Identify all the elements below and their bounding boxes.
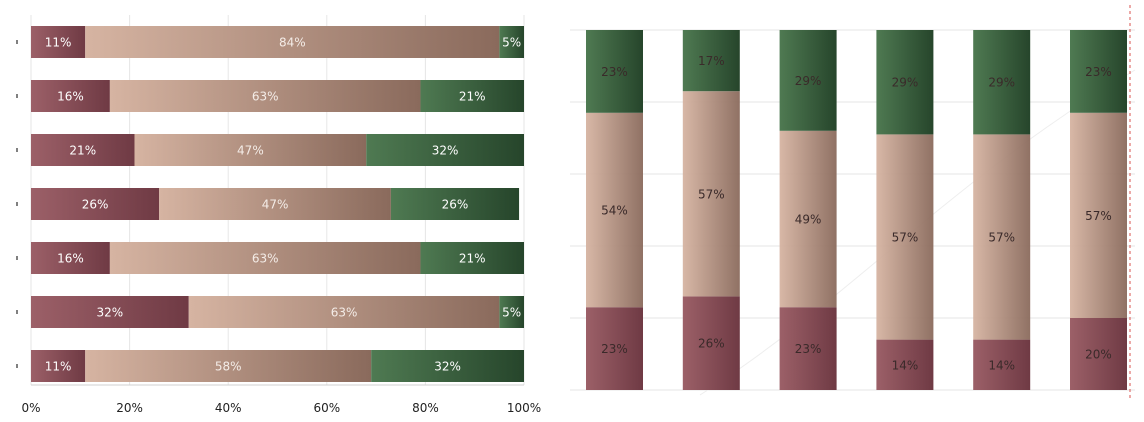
- bar-segment: [499, 296, 524, 328]
- data-label: 11%: [45, 360, 72, 374]
- data-label: 5%: [502, 306, 521, 320]
- x-tick-label: 80%: [412, 401, 439, 415]
- x-tick-label: 100%: [507, 401, 541, 415]
- bar-segment: [31, 296, 189, 328]
- data-label: 21%: [459, 90, 486, 104]
- bar-segment: [371, 350, 524, 382]
- data-label: 49%: [795, 213, 822, 227]
- bar-segment: [31, 80, 110, 112]
- data-label: 29%: [795, 74, 822, 88]
- data-label: 58%: [215, 360, 242, 374]
- data-label: 54%: [601, 204, 628, 218]
- data-label: 57%: [988, 231, 1015, 245]
- bar-segment: [779, 30, 837, 131]
- data-label: 5%: [502, 36, 521, 50]
- data-label: 23%: [601, 342, 628, 356]
- bar-segment: [973, 30, 1031, 135]
- bar-segment: [779, 130, 837, 308]
- bar-segment: [31, 242, 110, 274]
- horizontal-stacked-bar-chart: 0% 20% 40% 60% 80% 100% 11% 84% 5% 16% 63% 21% 21% 47…: [16, 15, 541, 415]
- data-label: 29%: [988, 76, 1015, 90]
- bar-segment: [682, 30, 740, 92]
- bar-segment: [682, 296, 740, 390]
- bar-segment: [1070, 112, 1127, 318]
- data-label: 20%: [1085, 348, 1112, 362]
- data-label: 32%: [432, 144, 459, 158]
- bar-segment: [420, 242, 524, 274]
- data-label: 26%: [82, 198, 109, 212]
- bar-segment: [586, 307, 643, 390]
- data-label: 63%: [252, 252, 279, 266]
- bar-segment: [109, 242, 421, 274]
- x-tick-label: 60%: [313, 401, 340, 415]
- data-label: 47%: [237, 144, 264, 158]
- data-label: 16%: [57, 90, 84, 104]
- bar-segment: [779, 307, 837, 390]
- bar-segment: [109, 80, 421, 112]
- bar-segment: [31, 134, 135, 166]
- x-tick-label: 0%: [21, 401, 40, 415]
- data-label: 11%: [45, 36, 72, 50]
- data-label: 17%: [698, 54, 725, 68]
- data-label: 26%: [698, 337, 725, 351]
- data-label: 14%: [892, 358, 919, 372]
- data-label: 21%: [459, 252, 486, 266]
- data-label: 63%: [331, 306, 358, 320]
- data-label: 47%: [262, 198, 289, 212]
- data-label: 14%: [988, 358, 1015, 372]
- data-label: 23%: [601, 65, 628, 79]
- bar-segment: [876, 134, 934, 340]
- vertical-stacked-bar-chart: 23% 54% 23% 26% 57% 17% 23% 49% 29% 14% 57% 29% 14% 5…: [570, 5, 1136, 398]
- data-label: 84%: [279, 36, 306, 50]
- bar-segment: [85, 26, 500, 58]
- data-label: 23%: [1085, 65, 1112, 79]
- bar-segment: [876, 30, 934, 135]
- data-label: 57%: [698, 187, 725, 201]
- bar-segment: [586, 30, 643, 113]
- bar-segment: [31, 188, 160, 220]
- data-label: 32%: [97, 306, 124, 320]
- data-label: 29%: [892, 76, 919, 90]
- bar-segment: [31, 26, 86, 58]
- data-label: 26%: [442, 198, 469, 212]
- data-label: 32%: [434, 360, 461, 374]
- bar-segment: [973, 339, 1031, 390]
- bar-segment: [1070, 30, 1127, 113]
- bar-segment: [159, 188, 391, 220]
- data-label: 23%: [795, 342, 822, 356]
- bar-segment: [876, 339, 934, 390]
- data-label: 16%: [57, 252, 84, 266]
- bar-segment: [586, 112, 643, 308]
- data-label: 57%: [1085, 209, 1112, 223]
- data-label: 63%: [252, 90, 279, 104]
- data-label: 57%: [892, 231, 919, 245]
- bar-segment: [420, 80, 524, 112]
- data-label: 21%: [69, 144, 96, 158]
- bar-segment: [390, 188, 520, 220]
- bar-segment: [973, 134, 1031, 340]
- x-tick-label: 40%: [215, 401, 242, 415]
- bar-segment: [188, 296, 500, 328]
- bar-segment: [85, 350, 372, 382]
- x-tick-label: 20%: [116, 401, 143, 415]
- bar-segment: [134, 134, 367, 166]
- bar-segment: [499, 26, 524, 58]
- bar-segment: [682, 91, 740, 297]
- bar-segment: [1070, 318, 1127, 390]
- bar-segment: [366, 134, 524, 166]
- bar-segment: [31, 350, 86, 382]
